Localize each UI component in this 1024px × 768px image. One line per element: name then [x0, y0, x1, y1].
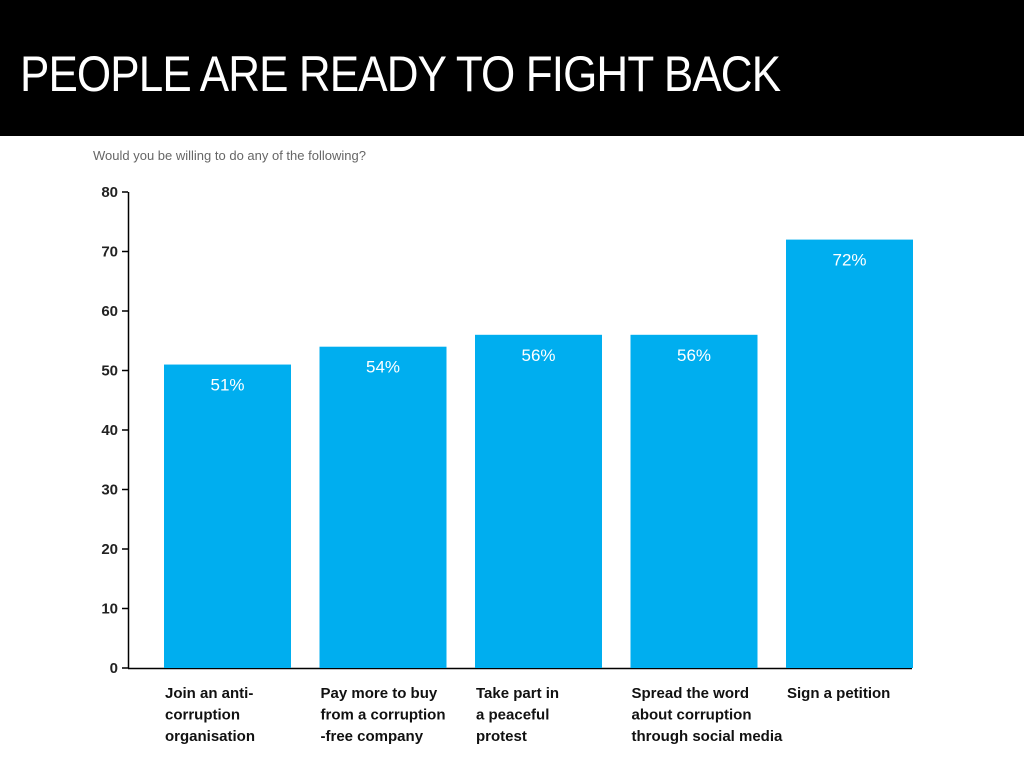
- y-tick-label: 20: [101, 541, 118, 558]
- category-label: Join an anti-: [165, 685, 253, 702]
- category-label: Pay more to buy: [321, 685, 438, 702]
- bar-data-label: 54%: [366, 358, 400, 377]
- category-label: through social media: [632, 728, 784, 745]
- y-tick-label: 40: [101, 422, 118, 439]
- title-banner: PEOPLE ARE READY TO FIGHT BACK: [0, 0, 1024, 136]
- bar: [164, 364, 291, 668]
- y-tick-label: 70: [101, 244, 118, 261]
- y-tick-label: 30: [101, 482, 118, 499]
- category-label: from a corruption: [321, 707, 446, 724]
- bar-data-label: 56%: [521, 346, 555, 365]
- bar: [630, 334, 758, 668]
- bar-data-label: 72%: [832, 251, 866, 270]
- y-tick-label: 50: [101, 363, 118, 380]
- bar: [475, 334, 602, 668]
- y-tick-label: 60: [101, 303, 118, 320]
- page-title: PEOPLE ARE READY TO FIGHT BACK: [20, 46, 781, 102]
- category-label: Sign a petition: [787, 685, 890, 702]
- category-label: -free company: [321, 728, 424, 745]
- bar-data-label: 51%: [210, 376, 244, 395]
- y-tick-label: 10: [101, 601, 118, 618]
- category-label: organisation: [165, 728, 255, 745]
- y-tick-label: 0: [110, 660, 118, 677]
- category-label: about corruption: [632, 707, 752, 724]
- category-label: a peaceful: [476, 707, 549, 724]
- category-label: Take part in: [476, 685, 559, 702]
- bar: [319, 346, 447, 668]
- category-label: Spread the word: [632, 685, 750, 702]
- category-label: protest: [476, 728, 527, 745]
- y-tick-label: 80: [101, 184, 118, 201]
- category-label: corruption: [165, 707, 240, 724]
- chart-subtitle: Would you be willing to do any of the fo…: [93, 148, 366, 163]
- bar-data-label: 56%: [677, 346, 711, 365]
- bar: [786, 239, 913, 668]
